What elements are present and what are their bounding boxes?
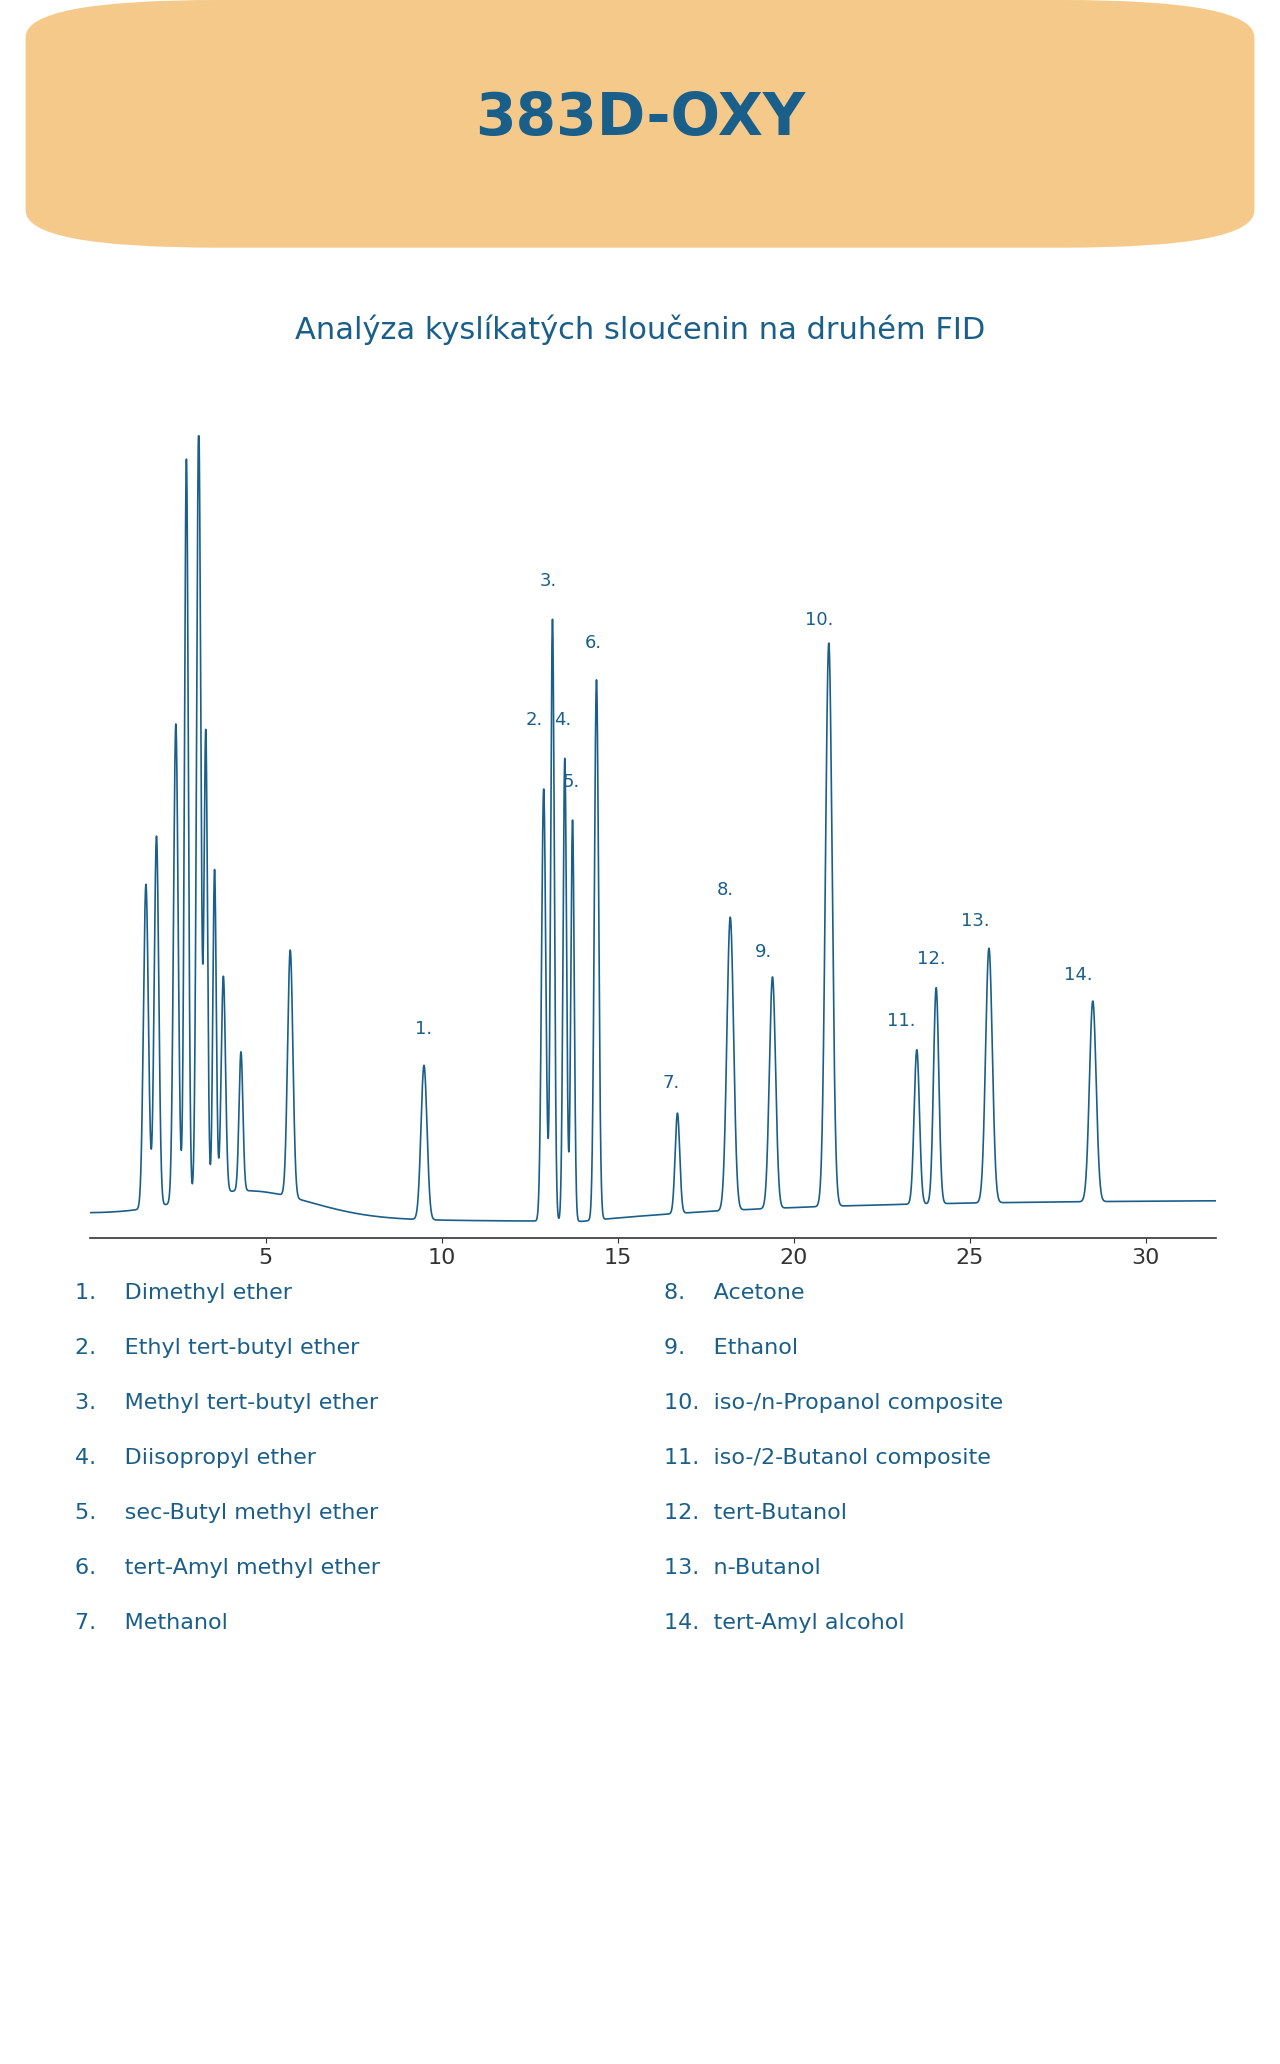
Text: 2.: 2. — [525, 712, 543, 729]
Text: 2.    Ethyl tert-butyl ether: 2. Ethyl tert-butyl ether — [74, 1337, 360, 1358]
Text: 8.: 8. — [717, 881, 733, 900]
Text: 12.: 12. — [916, 949, 945, 968]
Text: 7.    Methanol: 7. Methanol — [74, 1612, 228, 1633]
Text: 11.: 11. — [887, 1011, 915, 1030]
Text: 10.: 10. — [805, 611, 833, 630]
Text: 14.  tert-Amyl alcohol: 14. tert-Amyl alcohol — [663, 1612, 904, 1633]
Text: 12.  tert-Butanol: 12. tert-Butanol — [663, 1503, 846, 1523]
Text: 10.  iso-/n-Propanol composite: 10. iso-/n-Propanol composite — [663, 1393, 1002, 1414]
Text: 9.    Ethanol: 9. Ethanol — [663, 1337, 797, 1358]
Text: 13.: 13. — [960, 912, 989, 929]
Text: 4.: 4. — [554, 712, 572, 729]
Text: 7.: 7. — [663, 1073, 680, 1092]
Text: 13.  n-Butanol: 13. n-Butanol — [663, 1558, 820, 1579]
FancyBboxPatch shape — [26, 0, 1254, 248]
Text: 3.    Methyl tert-butyl ether: 3. Methyl tert-butyl ether — [74, 1393, 378, 1414]
Text: 6.: 6. — [585, 634, 602, 652]
Text: Analýza kyslíkatých sloučenin na druhém FID: Analýza kyslíkatých sloučenin na druhém … — [294, 316, 986, 345]
Text: 14.: 14. — [1064, 966, 1092, 985]
Text: 6.    tert-Amyl methyl ether: 6. tert-Amyl methyl ether — [74, 1558, 380, 1579]
Text: 9.: 9. — [755, 943, 772, 960]
Text: 8.    Acetone: 8. Acetone — [663, 1282, 804, 1302]
Text: 3.: 3. — [539, 572, 557, 590]
Text: 4.    Diisopropyl ether: 4. Diisopropyl ether — [74, 1447, 316, 1468]
Text: 11.  iso-/2-Butanol composite: 11. iso-/2-Butanol composite — [663, 1447, 991, 1468]
Text: 1.    Dimethyl ether: 1. Dimethyl ether — [74, 1282, 292, 1302]
Text: 5.: 5. — [562, 772, 580, 791]
Text: 5.    sec-Butyl methyl ether: 5. sec-Butyl methyl ether — [74, 1503, 378, 1523]
Text: 383D-OXY: 383D-OXY — [475, 91, 805, 147]
Text: 1.: 1. — [416, 1020, 433, 1038]
